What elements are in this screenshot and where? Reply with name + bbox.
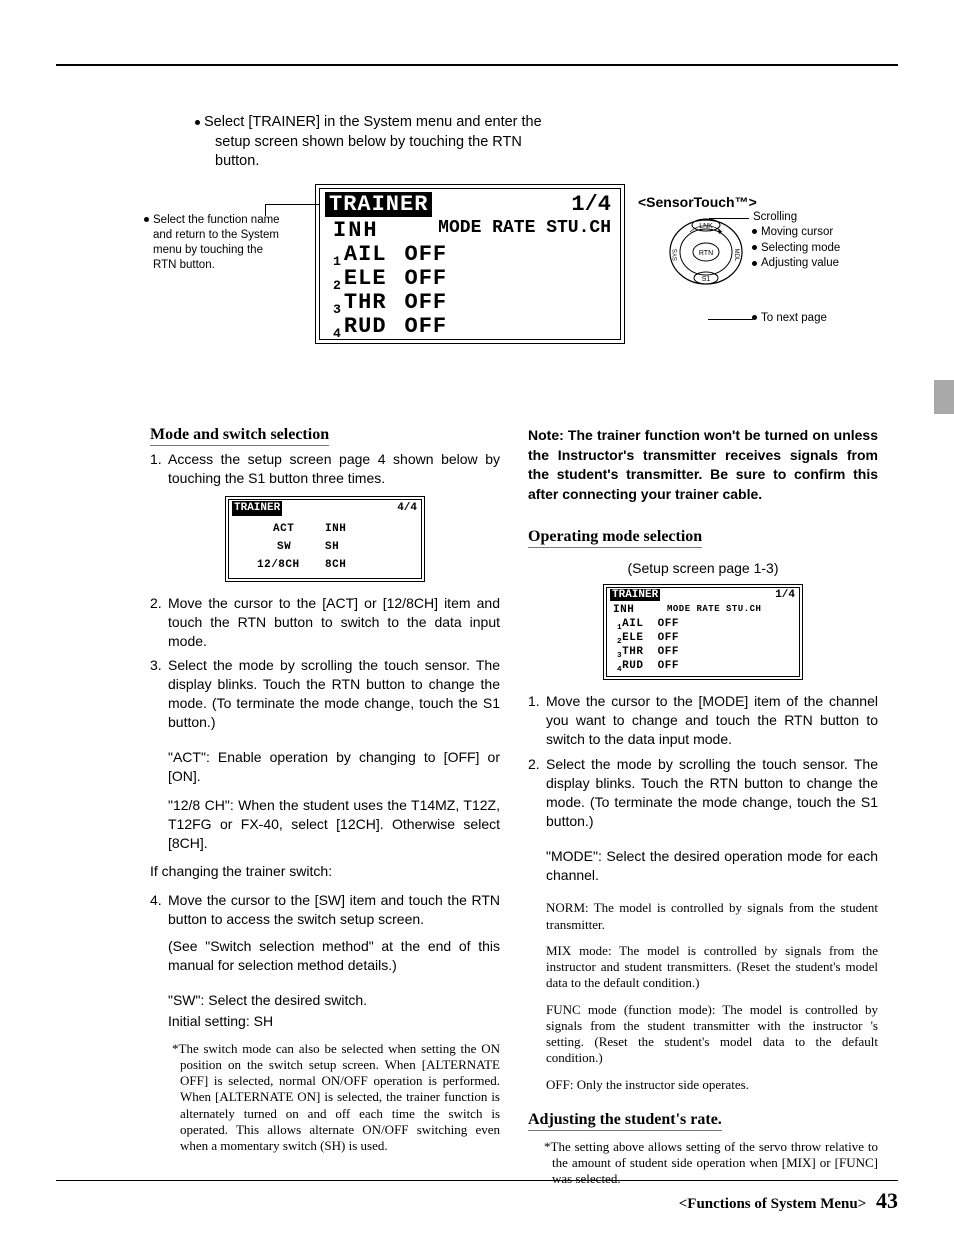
sensor-functions: Moving cursor Selecting mode Adjusting v…: [752, 225, 840, 272]
sensortouch-title: <SensorTouch™>: [638, 194, 757, 210]
switch-footnote: *The switch mode can also be selected wh…: [150, 1041, 500, 1155]
setup-caption: (Setup screen page 1-3): [528, 560, 878, 576]
heading-student-rate: Adjusting the student's rate.: [528, 1111, 722, 1131]
step-4: 4. Move the cursor to the [SW] item and …: [150, 891, 500, 975]
to-next-page: To next page: [752, 312, 827, 324]
page-edge-tab: [934, 380, 954, 414]
bullet-icon: [195, 120, 200, 125]
func-desc: FUNC mode (function mode): The model is …: [528, 1002, 878, 1067]
lcd-small-14: TRAINER 1/4 INH MODE RATE STU.CH 1AIL OF…: [603, 584, 803, 680]
svg-text:MDL: MDL: [733, 249, 739, 262]
lcd-colhead: MODE RATE STU.CH: [438, 218, 611, 238]
intro-text: Select [TRAINER] in the System menu and …: [195, 113, 595, 172]
intro-l2: setup screen shown below by touching the…: [195, 133, 595, 153]
act-desc: "ACT": Enable operation by changing to […: [150, 748, 500, 786]
off-desc: OFF: Only the instructor side operates.: [528, 1077, 878, 1093]
scrolling-label: Scrolling: [747, 211, 797, 223]
trainer-note: Note: The trainer function won't be turn…: [528, 426, 878, 504]
intro-l1: Select [TRAINER] in the System menu and …: [204, 114, 542, 130]
right-column: Note: The trainer function won't be turn…: [528, 426, 878, 1188]
ch-desc: "12/8 CH": When the student uses the T14…: [150, 796, 500, 853]
left-column: Mode and switch selection 1.Access the s…: [150, 426, 500, 1154]
rule-bottom: [56, 1180, 898, 1181]
svg-text:S1: S1: [702, 276, 711, 283]
svg-text:RTN: RTN: [699, 250, 713, 257]
sw-desc: "SW": Select the desired switch.: [150, 991, 500, 1010]
r-step-2: 2.Select the mode by scrolling the touch…: [528, 755, 878, 831]
page-number: 43: [876, 1188, 898, 1213]
initial-setting: Initial setting: SH: [150, 1012, 500, 1031]
next-leader: [708, 319, 753, 320]
heading-mode-switch: Mode and switch selection: [150, 426, 329, 446]
lcd-page: 1/4: [571, 192, 611, 217]
lcd-small-44: TRAINER 4/4 ACT INH SW SH 12/8CH 8CH: [225, 496, 425, 582]
callout-note: Select the function name and return to t…: [144, 213, 294, 273]
r-step-1: 1.Move the cursor to the [MODE] item of …: [528, 692, 878, 749]
lcd-title: TRAINER: [325, 192, 432, 217]
scroll-leader: [709, 218, 749, 219]
intro-l3: button.: [195, 152, 595, 172]
if-changing: If changing the trainer switch:: [150, 862, 500, 881]
heading-operating-mode: Operating mode selection: [528, 528, 702, 548]
callout-line: [265, 196, 320, 212]
page-footer: <Functions of System Menu> 43: [679, 1188, 898, 1214]
lcd-row-4: 4RUDOFF: [333, 314, 447, 341]
rule-top: [56, 64, 898, 66]
mix-desc: MIX mode: The model is controlled by sig…: [528, 943, 878, 992]
sensortouch-diagram: LNK RTN S1 SYS MDL: [666, 212, 746, 292]
norm-desc: NORM: The model is controlled by signals…: [528, 900, 878, 933]
mode-desc: "MODE": Select the desired operation mod…: [528, 847, 878, 885]
step-2: 2.Move the cursor to the [ACT] or [12/8C…: [150, 594, 500, 651]
bullet-icon: [144, 217, 149, 222]
lcd-main-panel: TRAINER 1/4 INH MODE RATE STU.CH 1AILOFF…: [315, 184, 625, 344]
step-1: 1.Access the setup screen page 4 shown b…: [150, 450, 500, 488]
step-3: 3.Select the mode by scrolling the touch…: [150, 656, 500, 732]
lcd-inh: INH: [333, 218, 379, 243]
svg-text:SYS: SYS: [673, 249, 679, 261]
